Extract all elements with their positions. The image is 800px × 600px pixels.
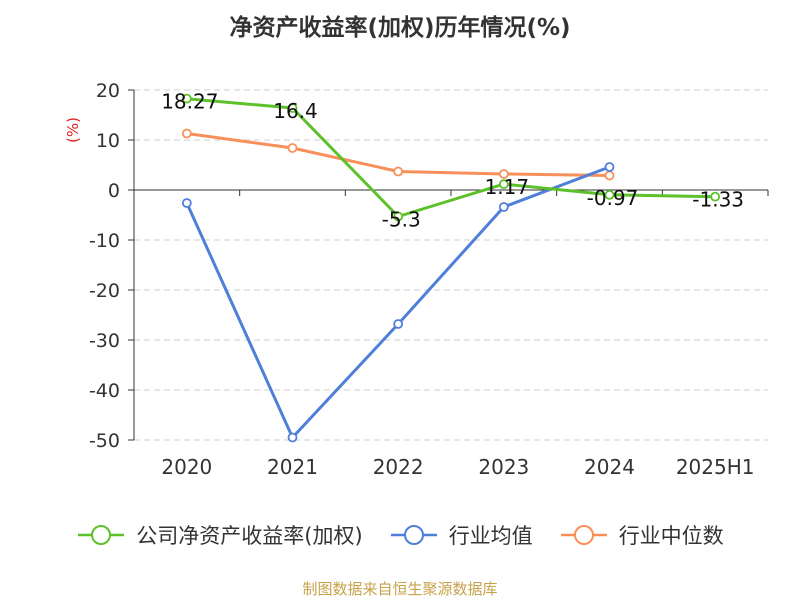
legend-label: 行业均值 bbox=[448, 524, 533, 548]
legend-circle bbox=[403, 525, 424, 545]
data-point bbox=[604, 162, 615, 172]
x-tick-label: 2021 bbox=[267, 455, 318, 479]
data-point bbox=[393, 211, 404, 222]
data-point bbox=[393, 166, 404, 177]
data-label: -1.33 bbox=[692, 188, 744, 212]
y-axis-title: (%) bbox=[64, 117, 82, 143]
legend-circle bbox=[573, 525, 594, 545]
data-point bbox=[287, 432, 298, 443]
legend-marker bbox=[78, 525, 125, 545]
data-point bbox=[604, 189, 615, 200]
data-point bbox=[181, 93, 192, 104]
data-point bbox=[181, 128, 192, 139]
data-point bbox=[498, 169, 509, 179]
y-tick-label: 10 bbox=[96, 130, 120, 152]
legend-item: 行业中位数 bbox=[559, 520, 724, 550]
legend-marker bbox=[390, 525, 437, 545]
chart-title: 净资产收益率(加权)历年情况(%) bbox=[229, 15, 571, 41]
y-tick-label: -40 bbox=[89, 380, 120, 402]
y-tick-label: -20 bbox=[89, 280, 120, 302]
legend-circle bbox=[91, 525, 112, 545]
data-label: -5.3 bbox=[382, 208, 421, 232]
axes: 20 10 0 -10 -20 -30 -40 -50 2020 2021 2022 2023 2024… bbox=[64, 80, 769, 479]
y-tick-label: 0 bbox=[108, 180, 120, 202]
legend-label: 公司净资产收益率(加权) bbox=[136, 524, 363, 548]
data-point bbox=[393, 319, 404, 329]
data-point bbox=[287, 143, 298, 153]
y-tick-label: -10 bbox=[89, 230, 120, 252]
data-label: 18.27 bbox=[161, 90, 218, 114]
data-point bbox=[287, 103, 298, 113]
data-label: 1.17 bbox=[485, 175, 530, 199]
data-point bbox=[604, 170, 615, 181]
source-note: 制图数据来自恒生聚源数据库 bbox=[302, 580, 498, 598]
series-lines bbox=[181, 93, 721, 443]
chart-legend: 公司净资产收益率(加权) 行业均值 行业中位数 bbox=[0, 520, 800, 550]
x-tick-label: 2025H1 bbox=[676, 455, 755, 479]
x-tick-label: 2024 bbox=[584, 455, 635, 479]
legend-item: 公司净资产收益率(加权) bbox=[76, 520, 363, 550]
y-tick-label: -30 bbox=[89, 330, 120, 352]
data-label: 16.4 bbox=[273, 99, 318, 123]
legend-label: 行业中位数 bbox=[618, 524, 724, 548]
legend-item: 行业均值 bbox=[389, 520, 533, 550]
data-labels: 18.27 16.4 -5.3 1.17 -0.97 -1.33 bbox=[161, 90, 744, 232]
data-label: -0.97 bbox=[587, 186, 639, 210]
x-tick-label: 2023 bbox=[478, 455, 529, 479]
y-tick-label: -50 bbox=[89, 430, 120, 452]
data-point bbox=[498, 202, 509, 212]
x-tick-label: 2022 bbox=[373, 455, 424, 479]
series-line bbox=[186, 97, 716, 218]
data-point bbox=[181, 198, 192, 208]
data-point bbox=[710, 191, 721, 202]
data-point bbox=[498, 179, 509, 190]
x-tick-label: 2020 bbox=[161, 455, 212, 479]
legend-marker bbox=[560, 525, 607, 545]
y-tick-label: 20 bbox=[96, 80, 120, 102]
